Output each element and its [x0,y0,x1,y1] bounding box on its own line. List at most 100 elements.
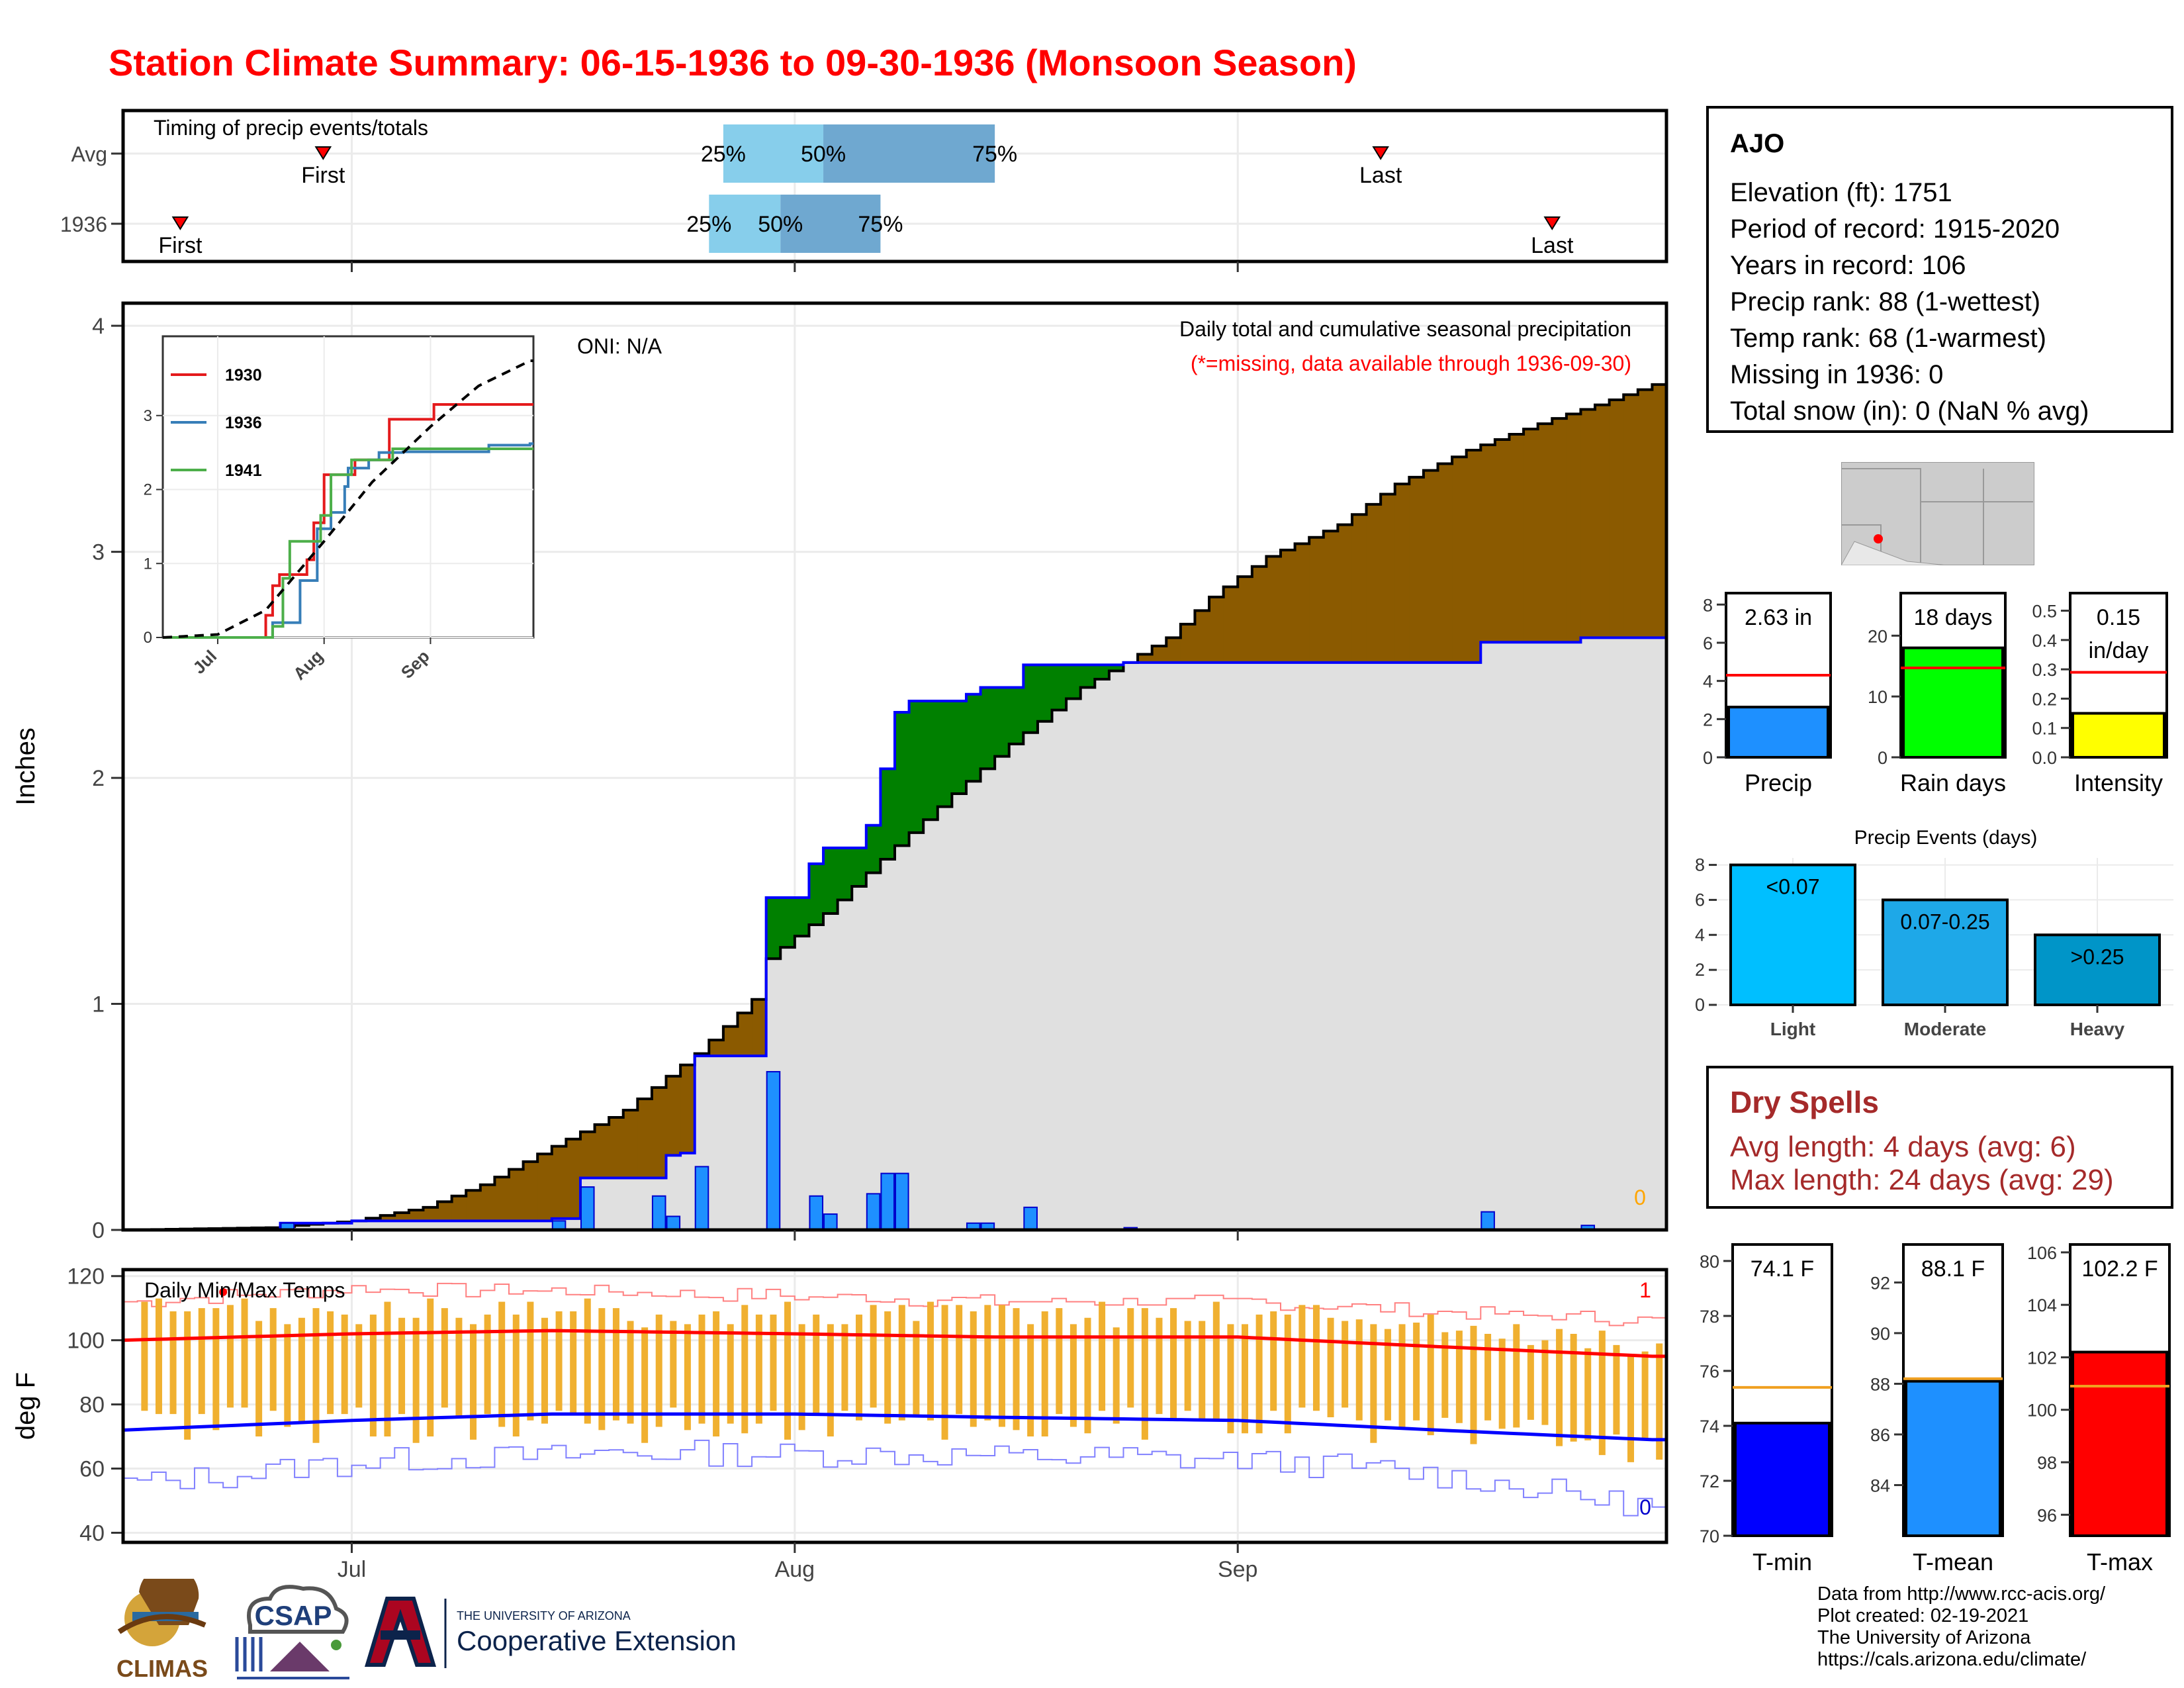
temp-chart-title: Daily Min/Max Temps [144,1278,345,1302]
daily-precip-bar [866,1193,881,1231]
deficit-area [1524,429,1539,643]
events-y-tick-label: 8 [1695,855,1705,875]
station-elevation: Elevation (ft): 1751 [1730,178,1952,207]
deficit-area [380,1215,395,1221]
intensity-gauge-y-tick-label: 0.0 [2032,748,2057,768]
deficit-area [1423,470,1439,663]
inset-legend-label: 1936 [225,414,262,432]
inset-series-1941 [163,447,533,639]
deficit-area [1580,409,1596,638]
dry-spells-max: Max length: 24 days (avg: 29) [1730,1164,2114,1196]
intensity-gauge-y-tick-label: 0.3 [2032,660,2057,680]
surplus-area [837,847,852,900]
credits-plot-created: Plot created: 02-19-2021 [1817,1605,2029,1626]
csap-logo: CSAP [235,1585,349,1679]
timing-label-75: 75% [858,212,903,237]
station-missing: Missing in 1936: 0 [1730,360,1944,389]
events-bar-label: <0.07 [1766,875,1820,899]
inset-legend-label: 1941 [225,461,262,480]
temp-y-tick-label: 100 [67,1329,105,1354]
t-min-gauge-y-tick-label: 74 [1700,1417,1719,1436]
timing-label-25: 25% [686,212,731,237]
daily-precip-bar [880,1172,895,1231]
deficit-area [666,1076,681,1156]
t-min-gauge-value-label: 74.1 F [1751,1256,1814,1282]
university-of-arizona-logo: THE UNIVERSITY OF ARIZONA Cooperative Ex… [364,1597,737,1668]
intensity-gauge-axis-label: Intensity [2074,769,2163,796]
t-min-gauge-bar [1734,1421,1831,1537]
t-min-gauge-y-tick-label: 78 [1700,1307,1719,1327]
precip-y-tick-label: 2 [92,766,105,791]
deficit-area [623,1110,638,1178]
events-x-tick-label: Moderate [1904,1019,1986,1039]
deficit-area [1537,424,1553,643]
precip-y-tick-label: 1 [92,992,105,1017]
events-bar-label: >0.25 [2071,945,2124,968]
deficit-area [680,1064,696,1153]
deficit-area [1623,395,1639,638]
rain-days-gauge-y-tick-label: 0 [1878,748,1888,768]
events-bar-light [1729,863,1856,1006]
temp-y-axis-label: deg F [11,1372,40,1440]
deficit-area [1266,556,1281,663]
surplus-area [909,700,924,833]
t-mean-gauge-y-tick-label: 84 [1870,1476,1890,1495]
t-mean-gauge-y-tick-label: 90 [1870,1324,1890,1344]
precip-y-tick-label: 3 [92,540,105,565]
surplus-area [980,687,995,769]
deficit-area [1251,566,1267,663]
events-y-tick-label: 2 [1695,960,1705,980]
deficit-area [1509,434,1524,643]
deficit-area [651,1087,667,1178]
daily-precip-bar [580,1186,595,1231]
x-tick-label: Sep [1218,1557,1258,1582]
t-mean-gauge-axis-label: T-mean [1913,1548,1993,1575]
surplus-area [823,847,839,914]
timing-label-75: 75% [972,142,1017,167]
daily-precip-bar [809,1195,824,1231]
timing-last-marker [1372,146,1389,160]
surplus-area [1052,665,1067,710]
surplus-area [1009,687,1024,744]
station-name: AJO [1730,129,1785,158]
timing-title: Timing of precip events/totals [154,116,428,140]
events-y-tick-label: 0 [1695,995,1705,1015]
timing-first-label: First [301,163,345,188]
deficit-area [1637,389,1653,638]
inset-y-tick-label: 2 [144,481,152,499]
x-tick-label: Aug [775,1557,815,1582]
precip-y-axis-label: Inches [11,727,40,806]
deficit-area [1238,577,1253,663]
record-low-count: 0 [1639,1495,1651,1519]
intensity-gauge-value-label: 0.15 [2097,605,2140,630]
deficit-area [466,1190,481,1221]
events-y-tick-label: 6 [1695,890,1705,910]
surplus-area [1066,665,1081,699]
t-min-gauge-y-tick-label: 72 [1700,1472,1719,1491]
timing-first-label: First [158,233,203,258]
deficit-area [1437,463,1453,663]
intensity-gauge-y-tick-label: 0.2 [2032,689,2057,709]
station-location-marker [1874,534,1883,543]
t-max-gauge-y-tick-label: 100 [2027,1401,2057,1421]
precip-chart-subtitle: (*=missing, data available through 1936-… [1191,352,1631,375]
cumulative-1936-line [123,636,1666,1231]
precip-gauge-y-tick-label: 6 [1703,633,1713,653]
missing-count: 0 [1634,1186,1646,1209]
intensity-gauge-y-tick-label: 0.1 [2032,719,2057,739]
deficit-area [1195,610,1210,663]
timing-last-marker [1543,216,1561,230]
credits: Data from http://www.rcc-acis.org/ Plot … [1817,1583,2105,1671]
deficit-area [1480,444,1496,643]
daily-precip-bar [666,1215,681,1231]
temp-y-tick-label: 40 [79,1521,105,1546]
deficit-area [1180,624,1195,663]
timing-label-25: 25% [701,142,746,167]
events-y-tick-label: 4 [1695,925,1705,945]
deficit-area [594,1124,610,1178]
deficit-area [537,1154,553,1221]
t-max-gauge-bar [2071,1350,2168,1538]
t-mean-gauge-value-label: 88.1 F [1921,1256,1985,1282]
deficit-area [1323,531,1338,663]
